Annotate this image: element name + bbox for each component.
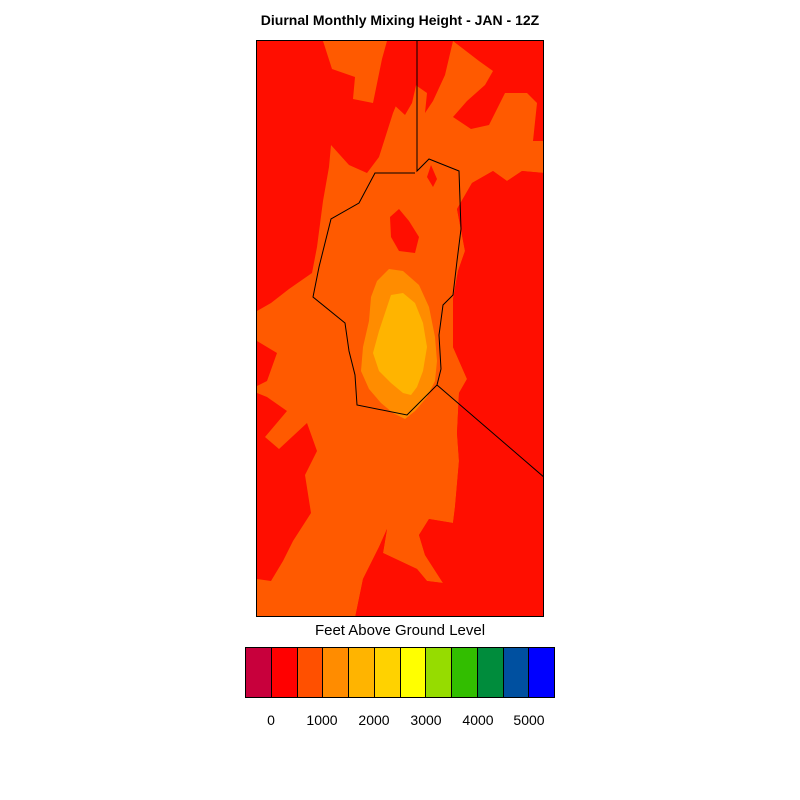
colorbar-label: 2000: [358, 712, 390, 728]
colorbar-swatch-10: [503, 648, 530, 697]
colorbar-label: 5000: [513, 712, 545, 728]
colorbar-swatch-11: [529, 648, 554, 697]
contour-level-0-1000: [390, 209, 419, 253]
colorbar-swatch-6: [400, 648, 427, 697]
colorbar-swatch-2: [297, 648, 324, 697]
colorbar-swatch-9: [477, 648, 504, 697]
contour-level-0-1000: [427, 165, 437, 187]
colorbar-swatch-5: [374, 648, 401, 697]
contour-level-3000-4000: [373, 293, 427, 395]
state-boundary: [312, 41, 462, 416]
contour-map-svg: [257, 41, 543, 616]
colorbar-swatch-3: [323, 648, 349, 697]
mixing-height-map: [256, 40, 544, 617]
colorbar-swatch-0: [246, 648, 272, 697]
colorbar-swatch-7: [426, 648, 452, 697]
colorbar-swatch-1: [271, 648, 298, 697]
colorbar-title: Feet Above Ground Level: [314, 622, 486, 639]
colorbar-swatch-8: [452, 648, 478, 697]
contour-level-0-1000: [385, 41, 417, 115]
colorbar-swatch-4: [349, 648, 375, 697]
colorbar: [245, 647, 555, 698]
state-boundary: [436, 384, 543, 477]
colorbar-label: 4000: [462, 712, 494, 728]
contour-level-0-1000: [355, 171, 543, 616]
map-title: Diurnal Monthly Mixing Height - JAN - 12…: [260, 12, 540, 28]
colorbar-label: 3000: [410, 712, 442, 728]
colorbar-label: 1000: [306, 712, 338, 728]
colorbar-label: 0: [267, 712, 275, 728]
